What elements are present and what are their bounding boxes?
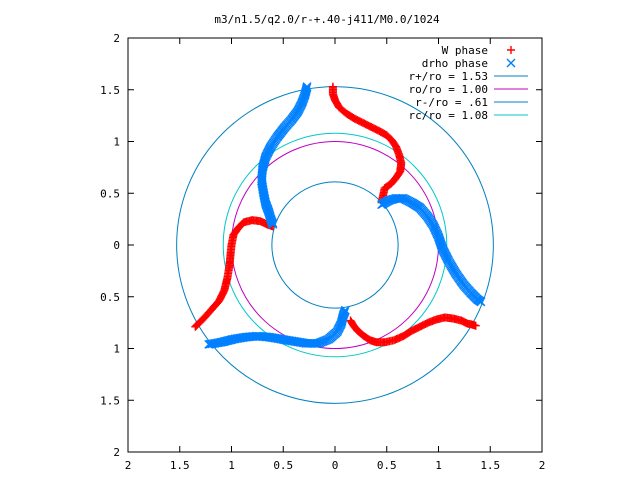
x-tick-label: 2 — [539, 459, 546, 472]
series-layer — [176, 82, 494, 404]
x-tick-label: 0.5 — [273, 459, 293, 472]
legend-label-0: W phase — [442, 44, 488, 57]
point-0-1 — [191, 322, 200, 331]
x-tick-label: 0.5 — [377, 459, 397, 472]
y-tick-label: 0.5 — [100, 187, 120, 200]
legend-label-1: drho phase — [422, 57, 488, 70]
legend-marker-0 — [507, 46, 515, 54]
x-tick-label: 1 — [435, 459, 442, 472]
point-1-0 — [268, 219, 278, 229]
y-tick-label: 1 — [113, 343, 120, 356]
x-tick-label: 1 — [228, 459, 235, 472]
y-tick-label: 2 — [113, 32, 120, 45]
point-1-1 — [476, 297, 486, 307]
point-0-1 — [192, 321, 201, 330]
legend-marker-1 — [506, 58, 516, 68]
series-circle-5 — [222, 132, 448, 358]
series-0-points — [191, 82, 480, 347]
y-tick-label: 0.5 — [100, 291, 120, 304]
series-circle-4 — [271, 181, 399, 309]
y-tick-label: 0 — [113, 239, 120, 252]
y-tick-label: 1.5 — [100, 84, 120, 97]
y-tick-label: 1 — [113, 136, 120, 149]
point-1-2 — [340, 305, 350, 315]
legend-label-3: ro/ro = 1.00 — [409, 83, 488, 96]
axis-ticks: 2 1.5 1 0.5 0 0.5 1 1.5 221.510.500.511.52 — [100, 32, 545, 472]
legend-label-2: r+/ro = 1.53 — [409, 70, 488, 83]
x-tick-label: 1.5 — [480, 459, 500, 472]
chart-title: m3/n1.5/q2.0/r-+.40-j411/M0.0/1024 — [214, 13, 440, 26]
y-tick-label: 2 — [113, 446, 120, 459]
x-tick-label: 1.5 — [170, 459, 190, 472]
legend-label-4: r-/ro = .61 — [415, 96, 488, 109]
y-tick-label: 1.5 — [100, 394, 120, 407]
legend-label-5: rc/ro = 1.08 — [409, 109, 488, 122]
x-tick-label: 0 — [332, 459, 339, 472]
series-1-points — [204, 82, 486, 349]
x-tick-label: 2 — [125, 459, 132, 472]
point-0-2 — [471, 321, 480, 330]
